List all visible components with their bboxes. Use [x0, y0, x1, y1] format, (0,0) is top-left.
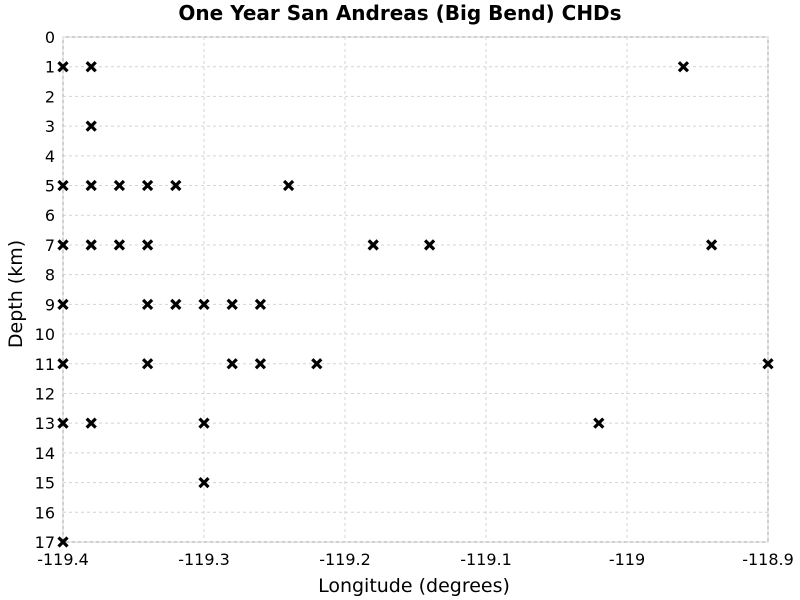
data-point-x-marker [113, 239, 126, 251]
data-point-x-marker [57, 298, 69, 310]
data-point-x-marker [141, 179, 154, 192]
y-tick-label: 14 [35, 444, 55, 463]
x-axis-label: Longitude (degrees) [318, 575, 510, 597]
y-tick-label: 3 [45, 117, 55, 136]
plot-area [62, 36, 769, 543]
y-tick-label: 12 [35, 384, 55, 403]
data-point-x-marker [57, 61, 69, 73]
y-axis-label: Depth (km) [5, 240, 27, 348]
data-point-x-marker [367, 239, 379, 251]
y-tick-label: 1 [45, 58, 55, 77]
y-tick-label: 7 [45, 236, 55, 255]
y-tick-label: 6 [45, 206, 55, 225]
data-point-x-marker [57, 179, 69, 192]
data-point-x-marker [141, 358, 154, 370]
data-point-x-marker [198, 476, 210, 489]
data-point-x-marker [423, 239, 436, 251]
x-tick-label: -119.1 [460, 550, 512, 569]
y-tick-label: 15 [35, 474, 55, 493]
data-point-x-marker [57, 239, 69, 251]
data-point-x-marker [170, 298, 182, 310]
data-point-x-marker [85, 239, 97, 251]
x-axis-ticks: -119.4 -119.3 -119.2 -119.1 -119 -118.9 [37, 550, 794, 569]
y-tick-label: 5 [45, 177, 55, 196]
x-tick-label: -119.3 [178, 550, 230, 569]
y-tick-label: 13 [35, 414, 55, 433]
data-point-x-marker [282, 179, 295, 192]
data-point-x-marker [141, 239, 154, 251]
data-point-x-marker [57, 358, 69, 370]
data-point-x-marker [226, 298, 238, 310]
data-point-x-marker [226, 358, 238, 370]
data-point-x-marker [677, 61, 690, 73]
y-tick-label: 0 [45, 28, 55, 47]
data-point-x-marker [254, 358, 267, 370]
data-point-x-marker [593, 417, 605, 429]
x-tick-label: -118.9 [742, 550, 794, 569]
y-tick-label: 2 [45, 87, 55, 106]
gridlines [62, 36, 769, 543]
x-tick-label: -119.2 [319, 550, 371, 569]
data-point-x-marker [57, 536, 69, 548]
data-point-x-marker [85, 61, 97, 73]
x-tick-label: -119 [609, 550, 645, 569]
data-point-x-marker [311, 358, 323, 370]
chart-title: One Year San Andreas (Big Bend) CHDs [178, 1, 621, 25]
data-point-x-marker [85, 179, 97, 192]
y-tick-label: 10 [35, 325, 55, 344]
y-tick-label: 16 [35, 503, 55, 522]
data-points [57, 61, 774, 548]
data-point-x-marker [85, 120, 97, 132]
data-point-x-marker [141, 298, 154, 310]
y-tick-label: 9 [45, 295, 55, 314]
data-point-x-marker [85, 417, 97, 429]
data-point-x-marker [198, 298, 210, 310]
y-tick-label: 8 [45, 266, 55, 285]
data-point-x-marker [254, 298, 267, 310]
y-tick-label: 4 [45, 147, 55, 166]
data-point-x-marker [113, 179, 126, 192]
data-point-x-marker [170, 179, 182, 192]
data-point-x-marker [705, 239, 718, 251]
y-tick-label: 11 [35, 355, 55, 374]
data-point-x-marker [57, 417, 69, 429]
data-point-x-marker [762, 358, 774, 370]
y-tick-label: 17 [35, 533, 55, 552]
data-point-x-marker [198, 417, 210, 429]
x-tick-label: -119.4 [37, 550, 89, 569]
